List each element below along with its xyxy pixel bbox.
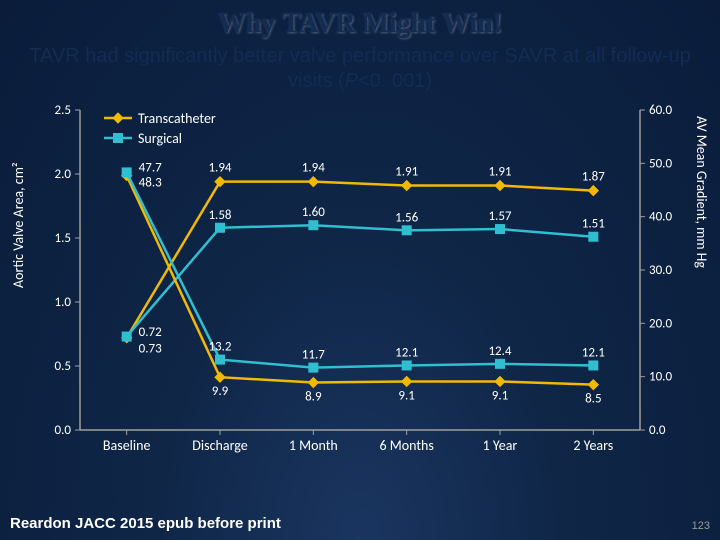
square-marker — [122, 168, 131, 177]
subtitle-p: P — [345, 70, 358, 92]
data-label: 1.60 — [302, 205, 325, 220]
data-label: 0.72 — [139, 325, 162, 340]
data-label: 13.2 — [208, 340, 231, 355]
xtick-label: 2 Years — [573, 437, 613, 454]
xtick-label: 1 Year — [483, 437, 518, 454]
data-label: 8.9 — [305, 390, 322, 405]
square-marker — [589, 361, 598, 370]
data-label: 47.7 — [139, 161, 162, 176]
slide-subtitle: TAVR had significantly better valve perf… — [20, 44, 700, 94]
ytick-left-label: 0.0 — [55, 423, 72, 438]
series-line — [127, 225, 594, 336]
ytick-left-label: 2.5 — [55, 103, 71, 118]
data-label: 1.91 — [488, 165, 511, 180]
diamond-marker — [308, 378, 318, 388]
data-label: 12.4 — [488, 344, 511, 359]
data-label: 11.7 — [302, 348, 325, 363]
ytick-right-label: 0.0 — [649, 423, 666, 438]
data-label: 9.1 — [398, 388, 414, 403]
data-label: 1.94 — [302, 161, 325, 176]
square-marker — [216, 223, 225, 232]
diamond-marker — [215, 372, 225, 382]
diamond-marker — [402, 181, 412, 191]
ytick-left-label: 0.5 — [55, 359, 71, 374]
data-label: 48.3 — [139, 175, 162, 190]
square-marker — [216, 355, 225, 364]
data-label: 1.94 — [208, 161, 231, 176]
data-label: 12.1 — [582, 345, 605, 360]
legend-label: Surgical — [138, 130, 182, 147]
xtick-label: 1 Month — [289, 437, 338, 454]
slide-title: Why TAVR Might Win! — [0, 8, 720, 40]
ytick-right-label: 10.0 — [649, 370, 672, 385]
diamond-marker — [495, 181, 505, 191]
square-marker — [122, 332, 131, 341]
xtick-label: 6 Months — [379, 437, 433, 454]
series-line — [127, 172, 594, 367]
series-line — [127, 176, 594, 385]
diamond-marker — [308, 177, 318, 187]
ytick-right-label: 40.0 — [649, 210, 672, 225]
square-marker — [402, 361, 411, 370]
data-label: 9.9 — [212, 384, 229, 399]
ytick-right-label: 60.0 — [649, 103, 672, 118]
square-marker — [589, 232, 598, 241]
square-marker — [309, 363, 318, 372]
ytick-left-label: 1.5 — [55, 231, 71, 246]
square-marker — [496, 225, 505, 234]
data-label: 1.58 — [208, 208, 231, 223]
ytick-right-label: 50.0 — [649, 156, 672, 171]
ytick-left-label: 2.0 — [55, 167, 72, 182]
data-label: 1.56 — [395, 210, 418, 225]
diamond-marker — [495, 376, 505, 386]
diamond-marker — [588, 186, 598, 196]
chart-container: Aortic Valve Area, cm² AV Mean Gradient,… — [20, 98, 700, 478]
xtick-label: Baseline — [103, 437, 151, 454]
data-label: 0.73 — [139, 342, 162, 357]
ytick-left-label: 1.0 — [55, 295, 72, 310]
data-label: 1.51 — [582, 217, 605, 232]
square-marker — [309, 221, 318, 230]
data-label: 8.5 — [585, 392, 601, 407]
data-label: 9.1 — [492, 388, 508, 403]
line-chart: 0.0 0.5 1.0 1.5 2.0 2.5 0.0 10.0 20.0 30.0 40.0 50.… — [20, 98, 700, 478]
diamond-marker — [113, 113, 123, 123]
footnote: Reardon JACC 2015 epub before print — [10, 515, 281, 532]
subtitle-text-c: <0. 001) — [358, 70, 432, 92]
ytick-right-label: 20.0 — [649, 316, 672, 331]
data-label: 1.57 — [488, 209, 511, 224]
data-label: 1.91 — [395, 165, 418, 180]
legend-label: Transcatheter — [138, 110, 216, 127]
xtick-label: Discharge — [192, 437, 247, 454]
ytick-right-label: 30.0 — [649, 263, 672, 278]
square-marker — [114, 134, 123, 143]
data-label: 1.87 — [582, 170, 605, 185]
page-number: 123 — [692, 520, 710, 532]
diamond-marker — [402, 376, 412, 386]
square-marker — [496, 359, 505, 368]
data-label: 12.1 — [395, 345, 418, 360]
diamond-marker — [588, 380, 598, 390]
square-marker — [402, 226, 411, 235]
